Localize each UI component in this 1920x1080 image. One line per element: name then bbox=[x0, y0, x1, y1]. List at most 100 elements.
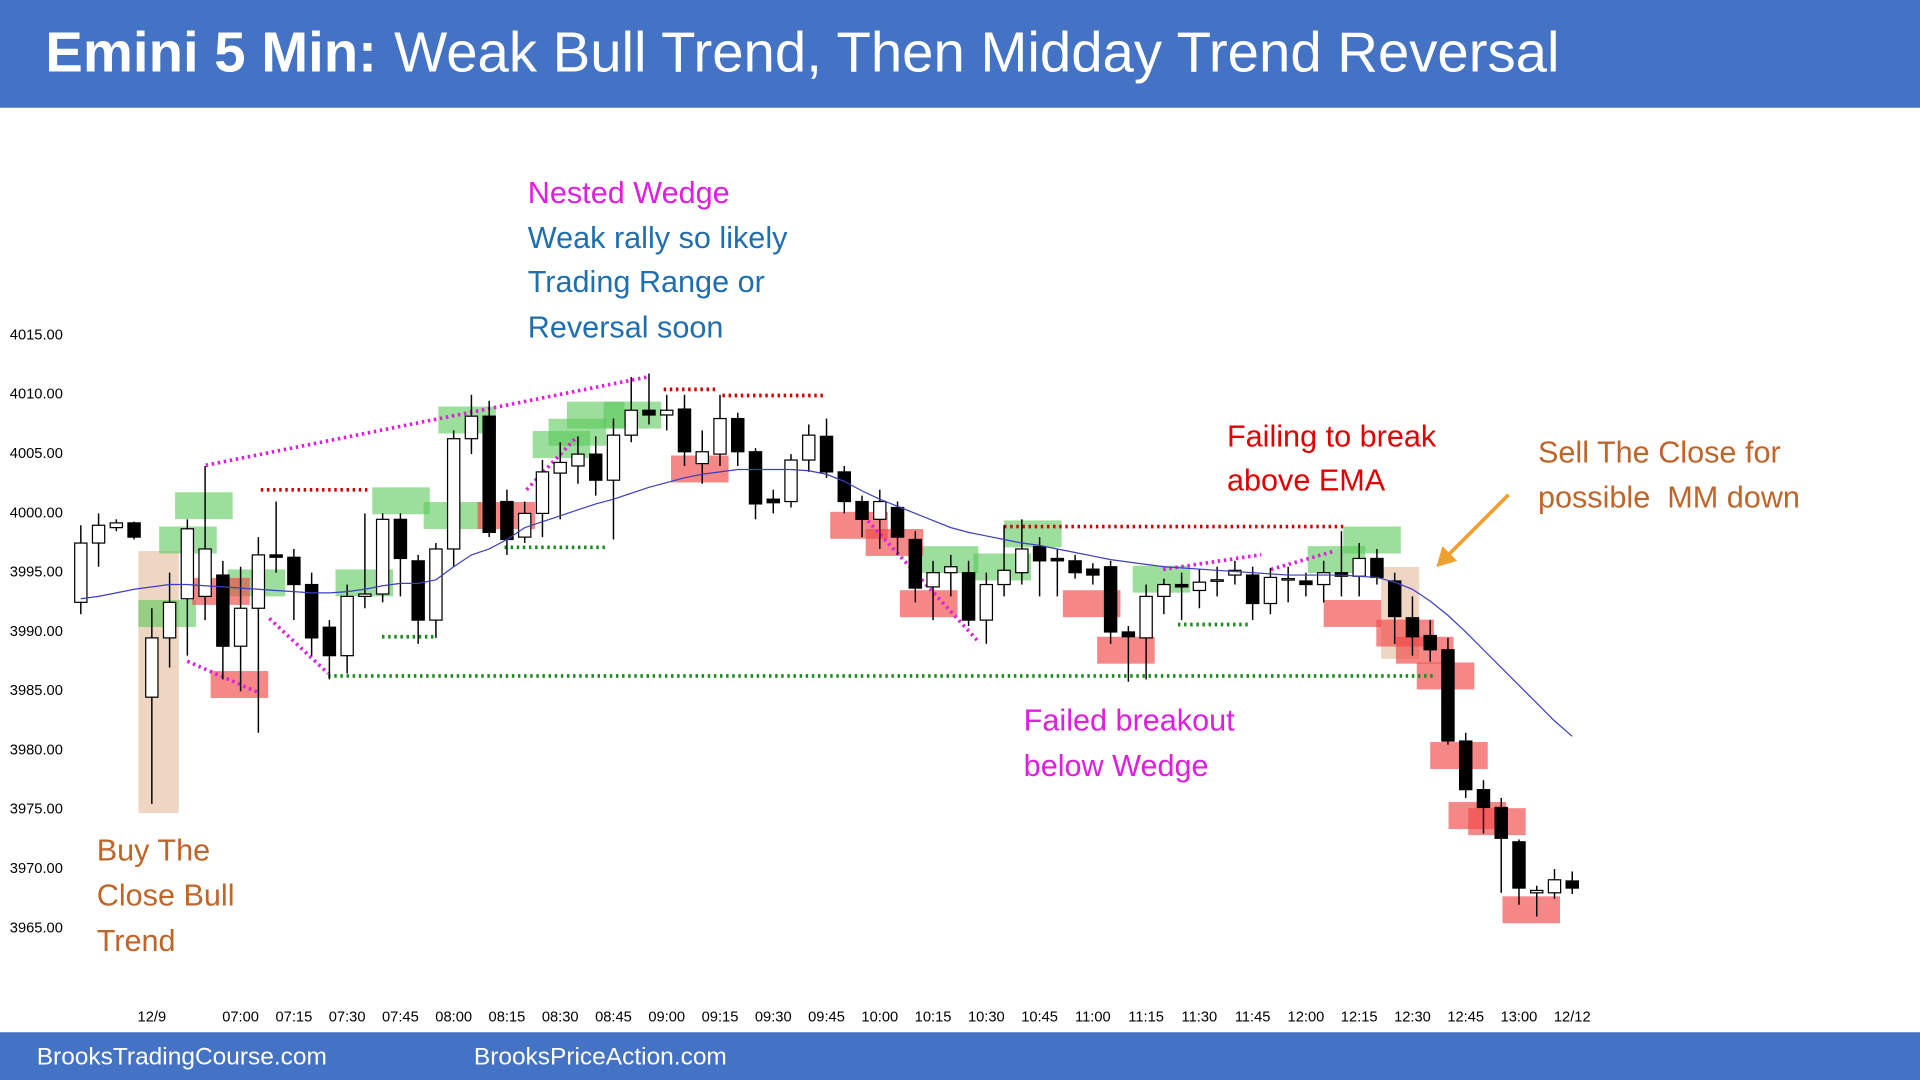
subtitle: Weak Bull Trend, Then Midday Trend Rever… bbox=[394, 20, 1559, 83]
x-tick-label: 11:45 bbox=[1235, 1009, 1271, 1025]
candle-body bbox=[695, 451, 709, 465]
candle-body bbox=[233, 607, 248, 647]
title-bar bbox=[0, 0, 1920, 108]
annotation: Trend bbox=[97, 924, 176, 958]
x-tick-label: 12:45 bbox=[1447, 1009, 1484, 1025]
wedge-line bbox=[205, 375, 647, 468]
candle-body bbox=[1103, 566, 1118, 633]
candle-body bbox=[802, 434, 816, 461]
candle-body bbox=[660, 409, 674, 416]
annotation: Sell The Close for bbox=[1538, 435, 1781, 469]
annotation: above EMA bbox=[1227, 464, 1386, 498]
candle-body bbox=[1405, 617, 1420, 638]
x-tick-label: 10:15 bbox=[915, 1009, 952, 1025]
candle-body bbox=[464, 415, 479, 440]
candle-body bbox=[145, 637, 159, 698]
annotation: Reversal soon bbox=[528, 310, 724, 344]
candle-body bbox=[91, 524, 106, 544]
x-tick-label: 09:30 bbox=[755, 1009, 792, 1025]
candle-body bbox=[677, 408, 692, 453]
ema-line bbox=[80, 468, 1573, 737]
x-tick-label: 11:00 bbox=[1075, 1009, 1111, 1025]
candle-body bbox=[588, 453, 603, 481]
y-tick-label: 4005.00 bbox=[10, 446, 63, 462]
red-box bbox=[900, 590, 958, 618]
x-tick-label: 12:15 bbox=[1341, 1009, 1378, 1025]
candle-body bbox=[855, 500, 869, 520]
candle-body bbox=[269, 554, 283, 558]
candle-body bbox=[1192, 581, 1207, 592]
wedge-line bbox=[268, 617, 330, 675]
x-tick-label: 09:15 bbox=[702, 1009, 739, 1025]
x-tick-label: 10:00 bbox=[861, 1009, 898, 1025]
candle-body bbox=[287, 556, 301, 586]
candle-body bbox=[393, 518, 408, 560]
footer-text: BrooksPriceAction.com bbox=[474, 1043, 727, 1070]
red-box bbox=[1097, 636, 1155, 664]
x-tick-label: 08:15 bbox=[489, 1009, 526, 1025]
y-tick-label: 4000.00 bbox=[10, 505, 63, 521]
arrow-head bbox=[1436, 546, 1458, 567]
x-tick-label: 07:00 bbox=[222, 1009, 259, 1025]
green-box bbox=[372, 487, 430, 515]
x-tick-label: 09:00 bbox=[648, 1009, 685, 1025]
y-tick-label: 3970.00 bbox=[10, 861, 63, 877]
x-tick-label: 10:45 bbox=[1021, 1009, 1058, 1025]
x-tick-label: 12/12 bbox=[1554, 1009, 1591, 1025]
candle-body bbox=[1121, 631, 1136, 638]
candle-body bbox=[375, 518, 390, 595]
green-box bbox=[1343, 526, 1401, 554]
candle-body bbox=[304, 583, 319, 639]
candle-body bbox=[322, 626, 337, 657]
candle-body bbox=[1174, 583, 1189, 588]
candle-body bbox=[198, 548, 212, 598]
green-box bbox=[175, 492, 233, 520]
x-tick-label: 10:30 bbox=[968, 1009, 1005, 1025]
candle-body bbox=[1530, 889, 1544, 894]
x-tick-label: 12:00 bbox=[1288, 1009, 1325, 1025]
candle-body bbox=[944, 566, 958, 574]
wedge-line bbox=[1270, 549, 1336, 572]
candle-body bbox=[1458, 740, 1473, 791]
candle-body bbox=[1565, 880, 1579, 889]
candle-body bbox=[1015, 548, 1029, 574]
candle-body bbox=[1086, 568, 1100, 576]
candle-body bbox=[731, 417, 745, 453]
candle-body bbox=[819, 435, 834, 473]
candle-body bbox=[127, 522, 141, 538]
candle-body bbox=[1210, 579, 1224, 582]
candle-body bbox=[1245, 574, 1260, 605]
candle-body bbox=[997, 569, 1011, 586]
candle-body bbox=[873, 500, 887, 520]
candle-body bbox=[482, 415, 496, 533]
x-tick-label: 07:15 bbox=[275, 1009, 312, 1025]
footer-text: BrooksTradingCourse.com bbox=[37, 1043, 327, 1070]
y-tick-label: 3980.00 bbox=[10, 742, 63, 758]
annotation: Failing to break bbox=[1227, 419, 1437, 453]
x-tick-label: 07:45 bbox=[382, 1009, 419, 1025]
y-tick-label: 3995.00 bbox=[10, 565, 63, 581]
x-tick-label: 08:30 bbox=[542, 1009, 579, 1025]
x-tick-label: 09:45 bbox=[808, 1009, 845, 1025]
annotation: possible MM down bbox=[1538, 481, 1800, 515]
candle-body bbox=[340, 595, 354, 657]
y-tick-label: 3990.00 bbox=[10, 624, 63, 640]
candle-body bbox=[606, 434, 621, 481]
candle-body bbox=[961, 572, 976, 621]
y-tick-label: 3965.00 bbox=[10, 920, 63, 936]
trend-lines bbox=[186, 375, 1433, 695]
candle-body bbox=[1263, 576, 1278, 605]
title-bold: Emini 5 Min: bbox=[45, 20, 377, 83]
candle-body bbox=[1441, 649, 1455, 742]
candle-body bbox=[553, 461, 567, 474]
y-tick-label: 4015.00 bbox=[10, 327, 63, 343]
candle-body bbox=[74, 542, 88, 603]
candle-body bbox=[162, 601, 177, 639]
candle-body bbox=[784, 459, 798, 503]
candle-body bbox=[1476, 789, 1491, 809]
x-tick-label: 12/9 bbox=[138, 1009, 167, 1025]
red-box bbox=[1502, 896, 1560, 924]
candle-body bbox=[979, 583, 994, 621]
footer-bar bbox=[0, 1032, 1920, 1080]
